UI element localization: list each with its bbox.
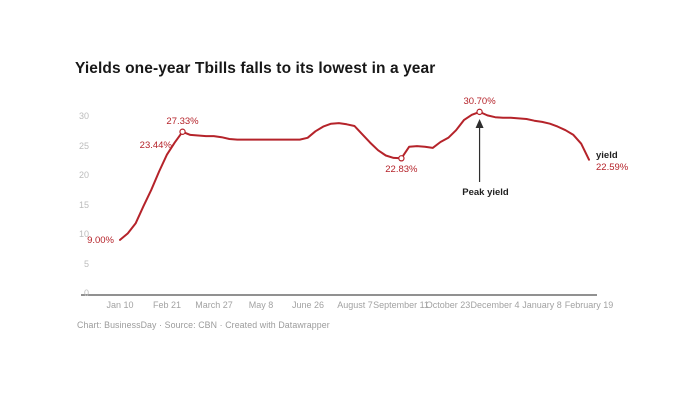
data-point-marker <box>398 155 405 162</box>
series-end-label-name: yield <box>596 150 618 161</box>
y-tick-label: 5 <box>83 259 89 269</box>
peak-yield-annotation: Peak yield <box>462 187 509 198</box>
chart-title: Yields one-year Tbills falls to its lowe… <box>75 60 436 77</box>
data-point-marker <box>476 108 483 116</box>
x-tick-label: December 4 <box>470 300 520 310</box>
y-tick-label: 20 <box>78 170 89 180</box>
y-tick-label: 30 <box>78 111 89 121</box>
x-tick-label: Feb 21 <box>152 300 182 310</box>
x-tick-label: March 27 <box>195 300 233 310</box>
x-tick-label: February 19 <box>564 300 614 310</box>
peak-arrow-head <box>475 119 484 128</box>
y-tick-label: 0 <box>83 288 89 298</box>
x-tick-label: Jan 10 <box>106 300 134 310</box>
data-point-marker <box>179 128 186 135</box>
x-tick-label: January 8 <box>522 300 562 310</box>
y-tick-label: 10 <box>78 229 89 239</box>
series-end-label-value: 22.59% <box>596 162 629 173</box>
point-value-label: 30.70% <box>463 95 496 107</box>
point-value-label: 27.33% <box>166 115 199 127</box>
x-tick-label: September 11 <box>373 300 429 310</box>
yield-line-series <box>119 110 590 241</box>
point-value-label: 9.00% <box>87 234 114 246</box>
x-tick-label: May 8 <box>248 300 274 310</box>
x-tick-label: August 7 <box>337 300 373 310</box>
y-tick-label: 25 <box>78 141 89 151</box>
point-value-label: 23.44% <box>139 139 172 151</box>
point-value-label: 22.83% <box>385 164 418 176</box>
x-tick-label: October 23 <box>425 300 471 310</box>
x-tick-label: June 26 <box>291 300 325 310</box>
y-tick-label: 15 <box>78 200 89 210</box>
chart-attribution: Chart: BusinessDay · Source: CBN · Creat… <box>77 320 330 330</box>
